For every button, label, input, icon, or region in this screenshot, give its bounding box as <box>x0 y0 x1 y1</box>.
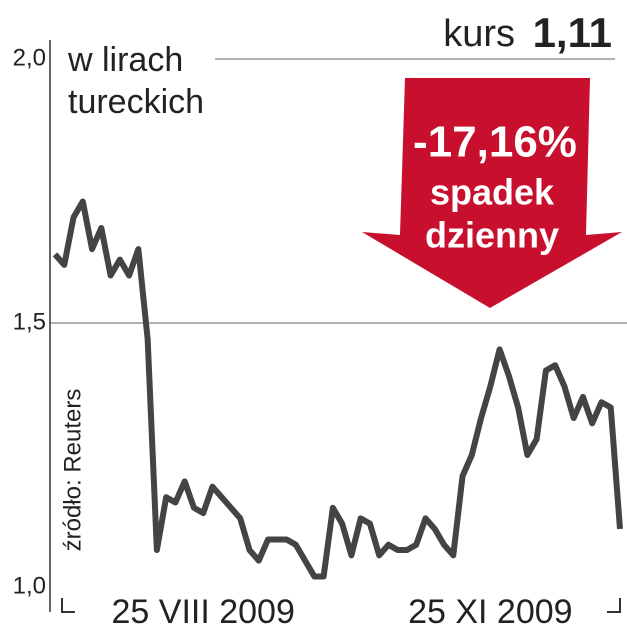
x-tick-label: 25 VIII 2009 <box>112 593 295 631</box>
y-tick-label: 1,5 <box>13 308 46 335</box>
change-text: dzienny <box>425 215 559 256</box>
kurs-label: kurs <box>443 13 515 55</box>
x-axis-bracket <box>61 598 621 613</box>
kurs-value: 1,11 <box>533 9 612 56</box>
y-tick-label: 2,0 <box>13 44 46 71</box>
change-value: -17,16% <box>413 118 577 167</box>
change-text: spadek <box>430 172 555 213</box>
y-axis-label: tureckich <box>68 83 204 121</box>
down-arrow <box>362 78 622 308</box>
price-line <box>52 198 623 580</box>
y-axis-label: w lirach <box>67 41 183 79</box>
x-tick-label: 25 XI 2009 <box>408 593 572 631</box>
y-tick-label: 1,0 <box>13 572 46 599</box>
source: źródło: Reuters <box>59 389 86 552</box>
